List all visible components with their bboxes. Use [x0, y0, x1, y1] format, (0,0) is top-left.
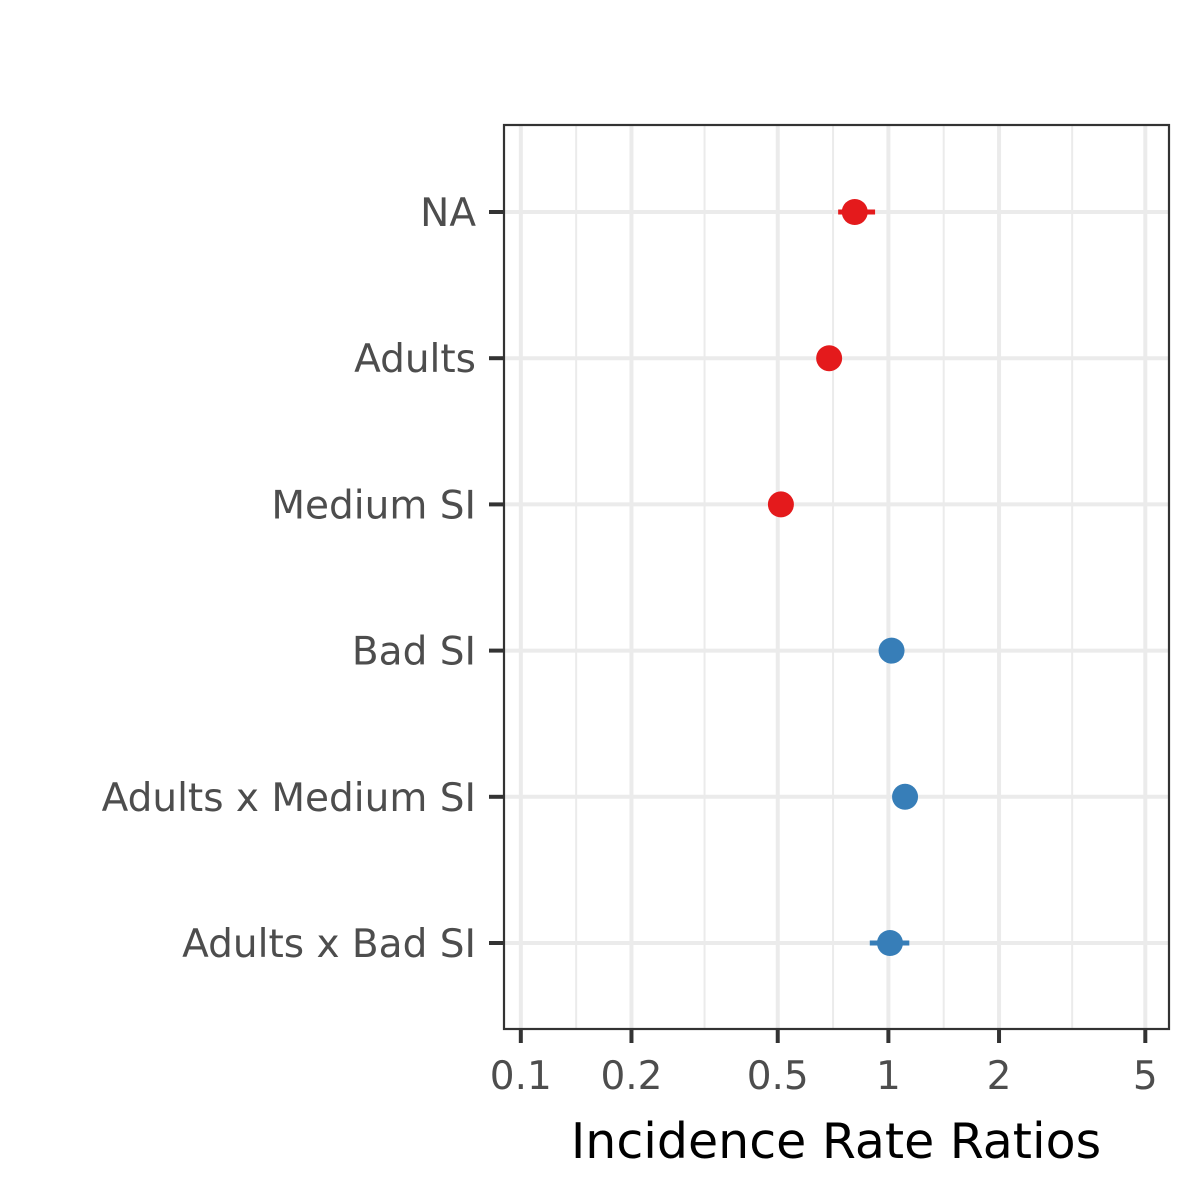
data-point: [841, 199, 868, 225]
point-group: [869, 930, 910, 956]
y-tick-label: Adults: [354, 337, 476, 382]
x-tick-label: 2: [987, 1054, 1012, 1099]
y-tick-label: Adults x Bad SI: [182, 922, 476, 967]
x-tick-label: 5: [1133, 1054, 1158, 1099]
y-tick-label: Medium SI: [271, 483, 476, 528]
y-tick-label: Bad SI: [352, 630, 476, 675]
data-point: [816, 345, 843, 372]
plot-background: [504, 125, 1169, 1029]
data-points: [767, 199, 919, 956]
data-point: [876, 930, 903, 956]
x-tick-label: 0.2: [600, 1054, 662, 1099]
y-tick-label: NA: [420, 191, 476, 236]
data-point: [892, 783, 919, 810]
data-point: [878, 637, 905, 664]
point-group: [767, 491, 794, 518]
x-axis: 0.1 0.2 0.5 1 2 5: [490, 1029, 1158, 1099]
grid-minor: [575, 125, 1074, 1029]
y-tick-label: Adults x Medium SI: [102, 776, 476, 821]
x-tick-label: 0.1: [490, 1054, 552, 1099]
point-group: [816, 345, 843, 372]
data-point: [767, 491, 794, 518]
x-tick-label: 0.5: [747, 1054, 809, 1099]
x-tick-label: 1: [876, 1054, 901, 1099]
point-group: [878, 637, 905, 664]
plot-border: [502, 123, 1171, 1031]
x-axis-title: Incidence Rate Ratios: [571, 1113, 1101, 1170]
y-axis: NA Adults Medium SI Bad SI Adults x Medium S…: [102, 191, 504, 967]
point-group: [838, 199, 876, 225]
point-group: [892, 783, 919, 810]
